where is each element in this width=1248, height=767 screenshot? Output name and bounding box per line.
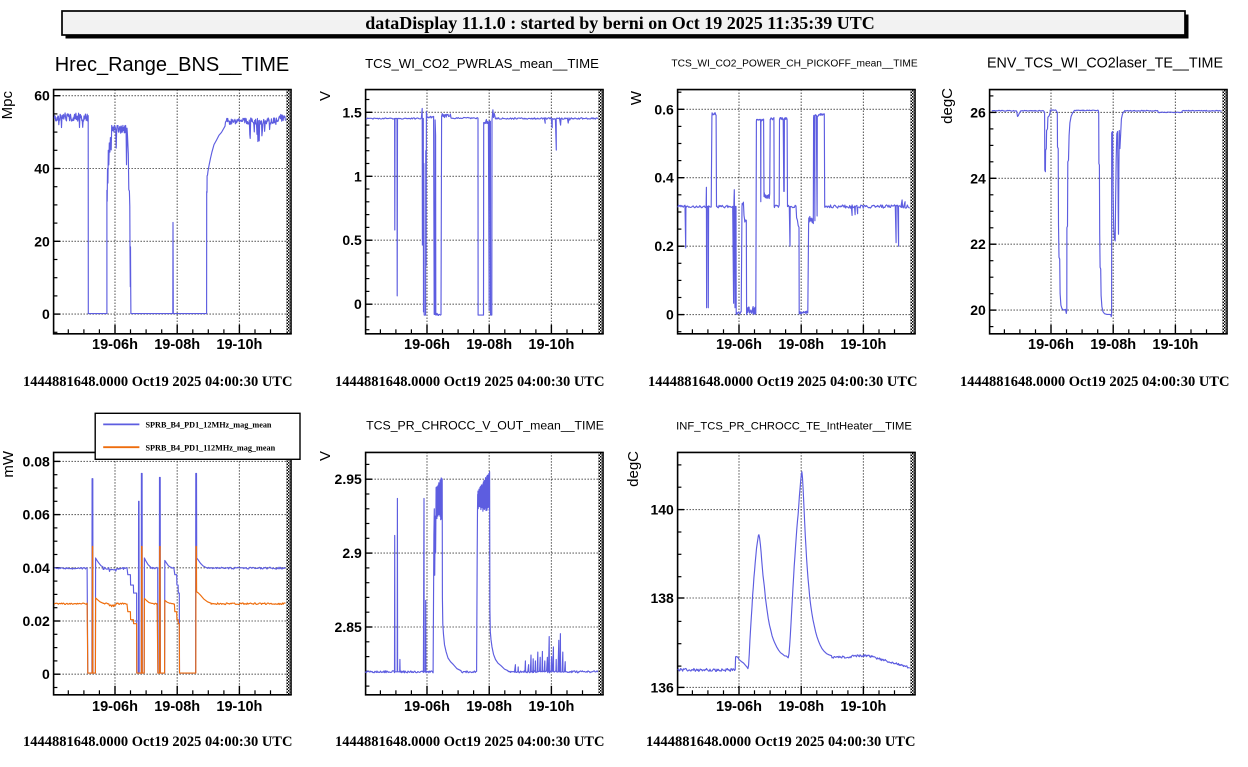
svg-text:19-08h: 19-08h	[154, 337, 200, 353]
svg-text:19-10h: 19-10h	[840, 337, 886, 353]
svg-text:20: 20	[34, 233, 50, 249]
svg-text:SPRB_B4_PD1_112MHz_mag_mean: SPRB_B4_PD1_112MHz_mag_mean	[146, 443, 276, 452]
svg-text:0.5: 0.5	[342, 232, 362, 248]
svg-text:19-06h: 19-06h	[92, 699, 138, 715]
svg-text:dataDisplay 11.1.0 : started b: dataDisplay 11.1.0 : started by berni on…	[365, 13, 875, 33]
svg-text:0.02: 0.02	[23, 613, 50, 629]
svg-text:2.9: 2.9	[342, 545, 362, 561]
svg-text:19-10h: 19-10h	[528, 699, 574, 715]
svg-text:40: 40	[34, 161, 50, 177]
svg-text:Hrec_Range_BNS__TIME: Hrec_Range_BNS__TIME	[55, 54, 290, 76]
svg-text:19-10h: 19-10h	[216, 699, 262, 715]
svg-text:mW: mW	[0, 450, 17, 477]
svg-text:degC: degC	[625, 451, 642, 487]
svg-text:W: W	[628, 90, 645, 105]
svg-text:0.2: 0.2	[654, 238, 674, 254]
svg-text:INF_TCS_PR_CHROCC_TE_IntHeater: INF_TCS_PR_CHROCC_TE_IntHeater__TIME	[676, 421, 912, 433]
svg-text:19-10h: 19-10h	[840, 699, 886, 715]
svg-text:0.4: 0.4	[654, 170, 674, 186]
svg-text:0: 0	[42, 306, 50, 322]
svg-text:1444881648.0000 Oct19 2025 04:: 1444881648.0000 Oct19 2025 04:00:30 UTC	[960, 374, 1229, 390]
svg-text:0: 0	[42, 666, 50, 682]
svg-text:1444881648.0000 Oct19 2025 04:: 1444881648.0000 Oct19 2025 04:00:30 UTC	[23, 734, 292, 750]
svg-text:19-06h: 19-06h	[716, 337, 762, 353]
svg-text:138: 138	[650, 590, 674, 606]
svg-text:140: 140	[650, 502, 674, 518]
svg-text:2.95: 2.95	[335, 471, 362, 487]
svg-text:24: 24	[970, 170, 986, 186]
svg-text:0.08: 0.08	[23, 453, 50, 469]
svg-text:1.5: 1.5	[342, 104, 362, 120]
svg-text:26: 26	[970, 104, 986, 120]
svg-text:TCS_PR_CHROCC_V_OUT_mean__TIME: TCS_PR_CHROCC_V_OUT_mean__TIME	[366, 419, 604, 433]
svg-text:19-06h: 19-06h	[716, 699, 762, 715]
svg-text:22: 22	[970, 236, 986, 252]
svg-text:19-08h: 19-08h	[1090, 337, 1136, 353]
svg-text:V: V	[317, 451, 334, 461]
svg-text:20: 20	[970, 302, 986, 318]
svg-text:0.04: 0.04	[23, 560, 50, 576]
svg-text:1444881648.0000 Oct19 2025 04:: 1444881648.0000 Oct19 2025 04:00:30 UTC	[335, 374, 604, 390]
svg-text:60: 60	[34, 88, 50, 104]
svg-text:19-08h: 19-08h	[466, 699, 512, 715]
svg-text:19-10h: 19-10h	[1152, 337, 1198, 353]
svg-text:degC: degC	[939, 88, 956, 124]
svg-text:136: 136	[650, 679, 674, 695]
svg-text:1444881648.0000 Oct19 2025 04:: 1444881648.0000 Oct19 2025 04:00:30 UTC	[648, 374, 917, 390]
svg-text:0: 0	[666, 307, 674, 323]
svg-text:19-08h: 19-08h	[466, 337, 512, 353]
svg-text:Mpc: Mpc	[0, 91, 16, 120]
svg-text:19-08h: 19-08h	[778, 337, 824, 353]
svg-text:V: V	[317, 91, 334, 101]
svg-text:ENV_TCS_WI_CO2laser_TE__TIME: ENV_TCS_WI_CO2laser_TE__TIME	[987, 56, 1223, 72]
svg-text:1444881648.0000 Oct19 2025 04:: 1444881648.0000 Oct19 2025 04:00:30 UTC	[335, 734, 604, 750]
svg-text:1: 1	[354, 168, 362, 184]
svg-text:TCS_WI_CO2_POWER_CH_PICKOFF_me: TCS_WI_CO2_POWER_CH_PICKOFF_mean__TIME	[671, 59, 917, 70]
svg-text:2.85: 2.85	[335, 619, 362, 635]
svg-text:19-08h: 19-08h	[154, 699, 200, 715]
svg-text:1444881648.0000 Oct19 2025 04:: 1444881648.0000 Oct19 2025 04:00:30 UTC	[23, 374, 292, 390]
svg-text:0.6: 0.6	[654, 101, 674, 117]
svg-text:19-06h: 19-06h	[92, 337, 138, 353]
svg-text:0: 0	[354, 296, 362, 312]
svg-text:19-10h: 19-10h	[216, 337, 262, 353]
svg-text:0.06: 0.06	[23, 507, 50, 523]
svg-text:19-06h: 19-06h	[404, 699, 450, 715]
svg-text:1444881648.0000 Oct19 2025 04:: 1444881648.0000 Oct19 2025 04:00:30 UTC	[646, 734, 915, 750]
svg-text:19-06h: 19-06h	[404, 337, 450, 353]
svg-text:19-06h: 19-06h	[1028, 337, 1074, 353]
svg-text:TCS_WI_CO2_PWRLAS_mean__TIME: TCS_WI_CO2_PWRLAS_mean__TIME	[365, 56, 599, 71]
svg-text:SPRB_B4_PD1_12MHz_mag_mean: SPRB_B4_PD1_12MHz_mag_mean	[146, 421, 272, 430]
svg-text:19-08h: 19-08h	[778, 699, 824, 715]
svg-text:19-10h: 19-10h	[528, 337, 574, 353]
